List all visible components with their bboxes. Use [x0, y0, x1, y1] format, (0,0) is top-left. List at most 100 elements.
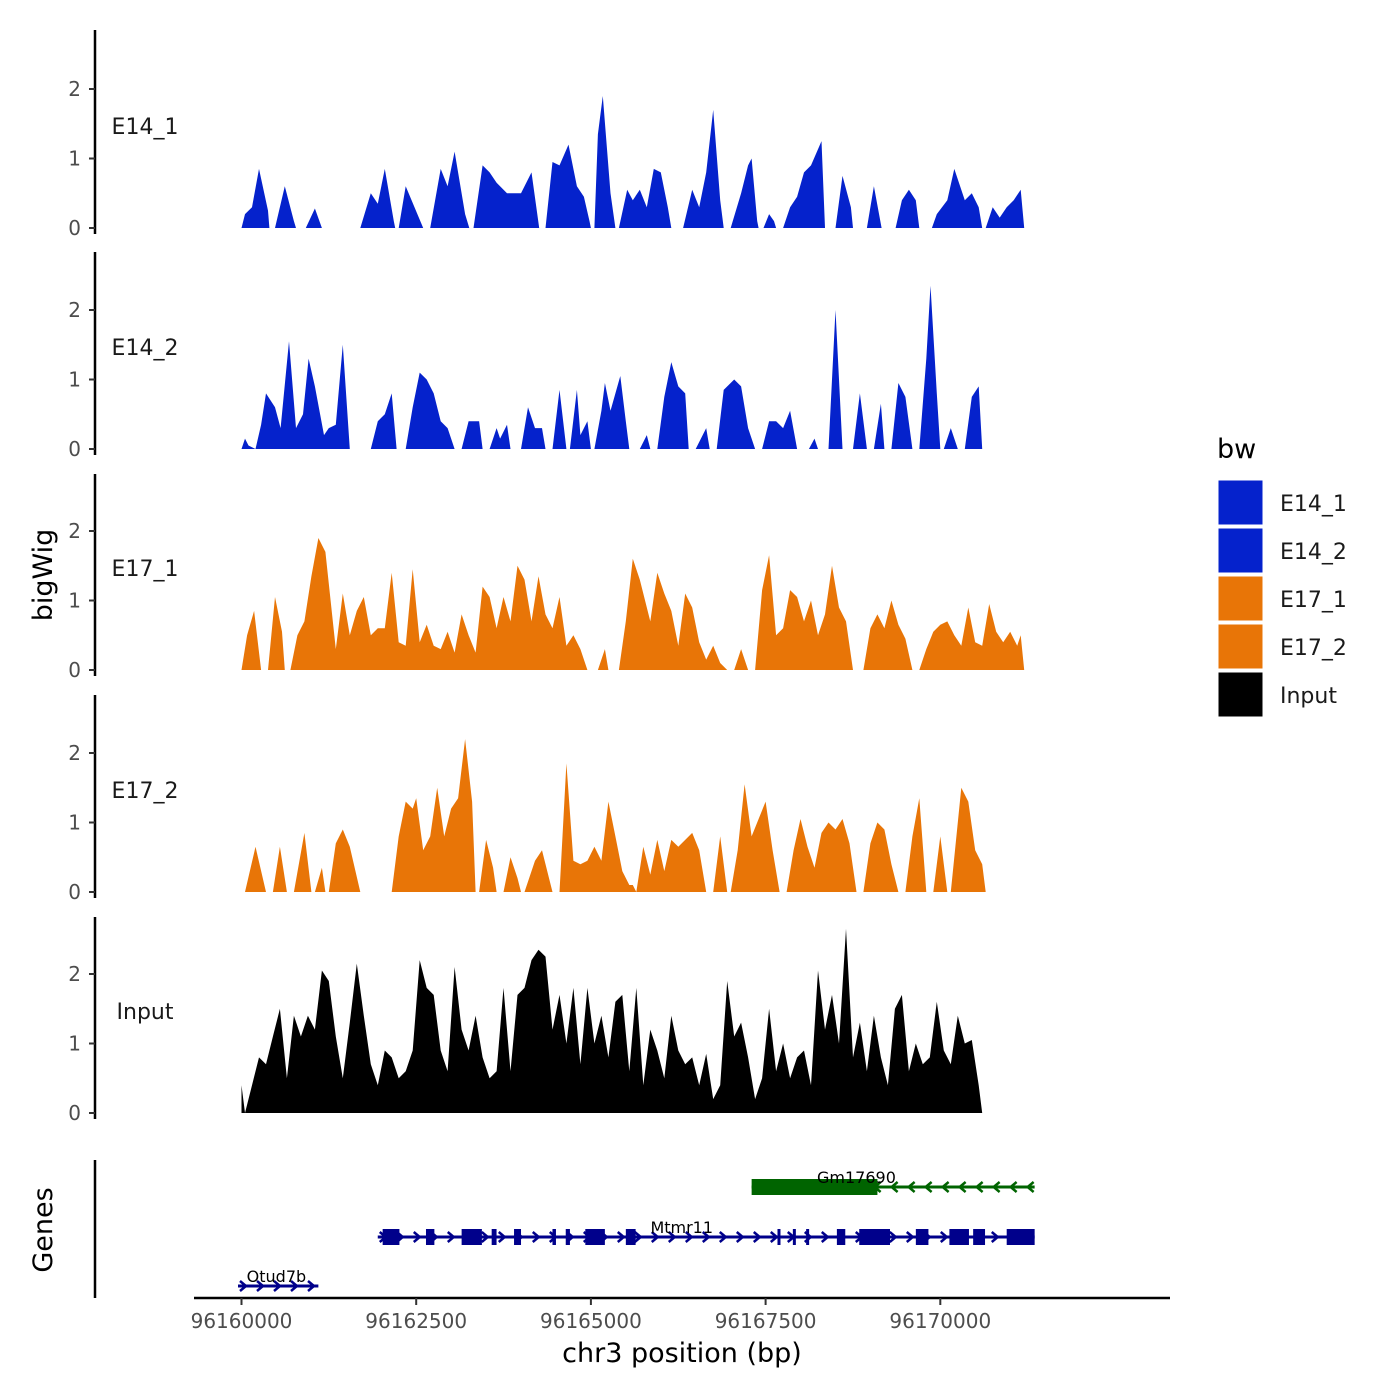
strand-chevron	[446, 1231, 456, 1243]
series-area-E17_1	[241, 538, 1025, 670]
gene-exon	[915, 1229, 929, 1245]
strand-chevron	[923, 1181, 933, 1193]
gene-exon	[382, 1229, 400, 1245]
x-axis: 96160000 96162500 96165000 96167500 96170000	[191, 1296, 1170, 1333]
genes-panel: Gm17690 Mtmr11 Otud7b	[93, 1160, 1035, 1298]
y-tick-label: 0	[68, 216, 81, 240]
gene-exon	[836, 1229, 846, 1245]
strand-chevron	[480, 1231, 490, 1243]
y-tick-label: 0	[68, 658, 81, 682]
track-E17_2: 0 1 2 E17_2	[68, 695, 986, 904]
gene-exon	[461, 1229, 482, 1245]
legend-swatch-E14_2	[1217, 527, 1264, 574]
series-area-E14_1	[241, 96, 1025, 228]
track-Input: 0 1 2 Input	[68, 917, 983, 1125]
strand-chevron	[991, 1181, 1001, 1193]
series-area-E17_2	[245, 739, 986, 892]
y-tick-label: 0	[68, 1101, 81, 1125]
gene-exon	[565, 1229, 570, 1245]
strand-chevron	[888, 1231, 898, 1243]
track-label: E14_1	[112, 115, 179, 140]
gene-exon	[751, 1179, 878, 1195]
gene-exon	[514, 1229, 522, 1245]
strand-chevron	[974, 1181, 984, 1193]
strand-chevron	[531, 1231, 541, 1243]
strand-chevron	[650, 1231, 660, 1243]
gene-exon	[973, 1229, 986, 1245]
strand-chevron	[940, 1181, 950, 1193]
legend-swatch-E17_1	[1217, 575, 1264, 622]
legend-label-E17_2: E17_2	[1280, 636, 1347, 661]
strand-chevron	[633, 1231, 643, 1243]
legend-title: bw	[1217, 434, 1256, 465]
strand-chevron	[718, 1231, 728, 1243]
gene-exon	[859, 1229, 890, 1245]
gene-exon	[792, 1229, 796, 1245]
strand-chevron	[273, 1280, 282, 1292]
strand-chevron	[735, 1231, 745, 1243]
legend-label-E14_1: E14_1	[1280, 492, 1347, 517]
strand-chevron	[684, 1231, 694, 1243]
gene-exon	[949, 1229, 969, 1245]
strand-chevron	[820, 1231, 830, 1243]
strand-chevron	[290, 1280, 299, 1292]
track-label: E17_2	[112, 779, 179, 804]
gene-Otud7b: Otud7b	[238, 1267, 319, 1292]
gene-exon	[491, 1229, 497, 1245]
y-tick-label: 1	[68, 589, 81, 613]
strand-chevron	[701, 1231, 711, 1243]
y-tick-label: 2	[68, 741, 81, 765]
strand-chevron	[1008, 1181, 1018, 1193]
gene-Gm17690: Gm17690	[751, 1168, 1035, 1195]
y-tick-label: 2	[68, 77, 81, 101]
strand-chevron	[769, 1231, 779, 1243]
strand-chevron	[905, 1231, 915, 1243]
legend: bw E14_1 E14_2 E17_1 E17_2 Input	[1217, 434, 1347, 718]
track-E17_1: 0 1 2 E17_1	[68, 474, 1025, 682]
strand-chevron	[906, 1181, 916, 1193]
gene-label: Gm17690	[817, 1168, 896, 1187]
y-tick-label: 1	[68, 811, 81, 835]
y-tick-label: 2	[68, 519, 81, 543]
gene-label: Mtmr11	[650, 1218, 713, 1237]
strand-chevron	[239, 1280, 248, 1292]
strand-chevron	[497, 1231, 507, 1243]
y-tick-label: 2	[68, 962, 81, 986]
y-tick-label: 0	[68, 880, 81, 904]
gene-exon	[425, 1229, 435, 1245]
strand-chevron	[256, 1280, 265, 1292]
legend-swatch-Input	[1217, 671, 1264, 718]
gene-exon	[552, 1229, 556, 1245]
legend-swatch-E14_1	[1217, 479, 1264, 526]
gene-exon	[806, 1229, 810, 1245]
y-axis-title: bigWig	[28, 529, 59, 622]
track-label: Input	[117, 1000, 174, 1025]
y-tick-label: 1	[68, 147, 81, 171]
x-axis-title: chr3 position (bp)	[562, 1338, 802, 1369]
x-tick-label: 96170000	[889, 1309, 991, 1333]
gene-label: Otud7b	[247, 1267, 307, 1286]
track-E14_1: 0 1 2 E14_1	[68, 30, 1025, 240]
track-label: E17_1	[112, 557, 179, 582]
legend-label-E14_2: E14_2	[1280, 540, 1347, 565]
series-area-Input	[241, 928, 983, 1113]
strand-chevron	[616, 1231, 626, 1243]
strand-chevron	[307, 1280, 316, 1292]
track-label: E14_2	[112, 336, 179, 361]
y-tick-label: 2	[68, 298, 81, 322]
gene-exon	[777, 1229, 781, 1245]
series-area-E14_2	[241, 285, 983, 449]
gene-Mtmr11: Mtmr11	[377, 1218, 1035, 1245]
x-tick-label: 96160000	[191, 1309, 293, 1333]
strand-chevron	[889, 1181, 899, 1193]
strand-chevron	[412, 1231, 422, 1243]
x-tick-label: 96167500	[715, 1309, 817, 1333]
y-tick-label: 1	[68, 368, 81, 392]
strand-chevron	[939, 1231, 949, 1243]
strand-chevron	[957, 1181, 967, 1193]
gene-exon	[585, 1229, 605, 1245]
x-tick-label: 96162500	[365, 1309, 467, 1333]
strand-chevron	[1025, 1181, 1035, 1193]
strand-chevron	[752, 1231, 762, 1243]
